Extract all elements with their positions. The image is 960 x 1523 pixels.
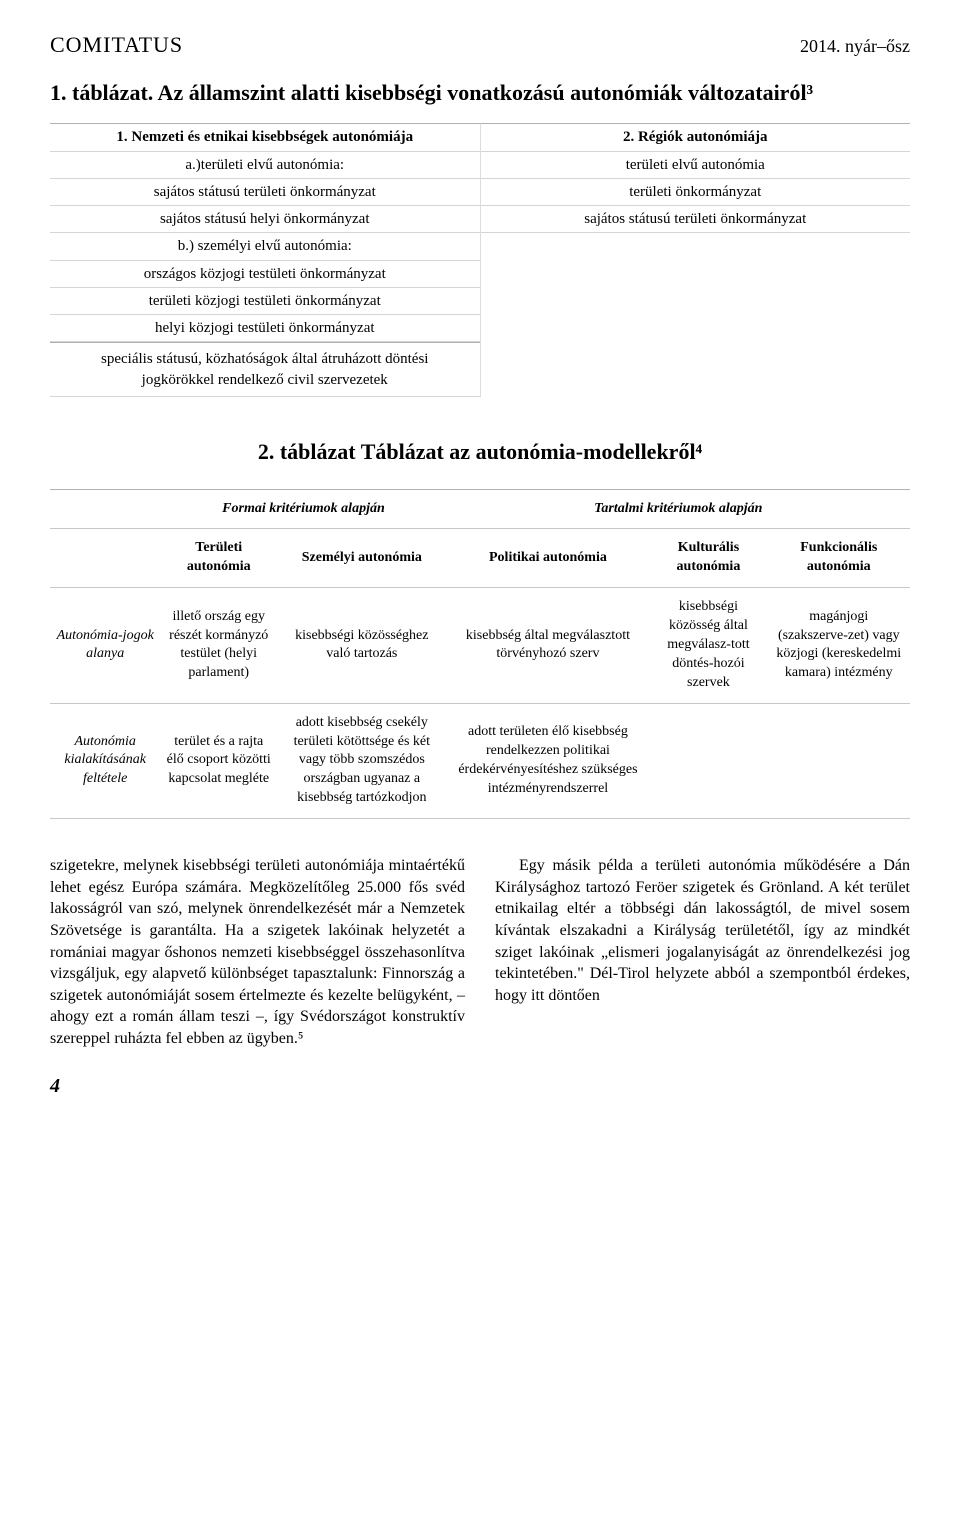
table2-r2c2: adott kisebbség csekély területi kötötts… xyxy=(277,703,446,818)
table1-right-r3: sajátos státusú területi önkormányzat xyxy=(481,206,911,233)
journal-name: COMITATUS xyxy=(50,30,183,60)
table2-row1-label: Autonómia-jogok alanya xyxy=(50,588,160,703)
body-paragraph-1: szigetekre, melynek kisebbségi területi … xyxy=(50,855,465,1049)
table2-top-right: Tartalmi kritériumok alapján xyxy=(447,489,910,529)
table1-title: 1. táblázat. Az államszint alatti kisebb… xyxy=(50,78,910,108)
table2-r2c4 xyxy=(649,703,767,818)
table2-r1c4: kisebbségi közösség által megválasz-tott… xyxy=(649,588,767,703)
table2-col5: Funkcionális autonómia xyxy=(768,529,910,588)
table-row: Autonómia-jogok alanya illető ország egy… xyxy=(50,588,910,703)
table2-col4: Kulturális autonómia xyxy=(649,529,767,588)
table-row: Területi autonómia Személyi autonómia Po… xyxy=(50,529,910,588)
table1-left-b-head: b.) személyi elvű autonómia: xyxy=(50,233,480,260)
table2-r1c3: kisebbség által megválasztott törvényhoz… xyxy=(447,588,650,703)
table1-right-r2: területi önkormányzat xyxy=(481,179,911,206)
table2-col3: Politikai autonómia xyxy=(447,529,650,588)
table2-title: 2. táblázat Táblázat az autonómia-modell… xyxy=(50,437,910,467)
body-text-columns: szigetekre, melynek kisebbségi területi … xyxy=(50,855,910,1049)
table1-left-special: speciális státusú, közhatóságok által át… xyxy=(50,342,480,397)
table2-r2c1: terület és a rajta élő csoport közötti k… xyxy=(160,703,277,818)
page-number: 4 xyxy=(50,1073,910,1100)
table2-r1c2: kisebbségi közösséghez való tartozás xyxy=(277,588,446,703)
table1-left-b2: területi közjogi testületi önkormányzat xyxy=(50,288,480,315)
table2: Formai kritériumok alapján Tartalmi krit… xyxy=(50,489,910,820)
table2-blank xyxy=(50,529,160,588)
table1-left-a1: sajátos státusú területi önkormányzat xyxy=(50,179,480,206)
table2-r1c1: illető ország egy részét kormányzó testü… xyxy=(160,588,277,703)
table2-blank-corner xyxy=(50,489,160,529)
table2-r2c3: adott területen élő kisebbség rendelkezz… xyxy=(447,703,650,818)
journal-issue: 2014. nyár–ősz xyxy=(800,34,910,58)
page-header: COMITATUS 2014. nyár–ősz xyxy=(50,30,910,60)
table2-col1: Területi autonómia xyxy=(160,529,277,588)
body-paragraph-2: Egy másik példa a területi autonómia műk… xyxy=(495,855,910,1006)
table-row: Formai kritériumok alapján Tartalmi krit… xyxy=(50,489,910,529)
table1-left-a-head: a.)területi elvű autonómia: xyxy=(50,152,480,179)
table2-r1c5: magánjogi (szakszerve-zet) vagy közjogi … xyxy=(768,588,910,703)
table1-left-col: 1. Nemzeti és etnikai kisebbségek autonó… xyxy=(50,123,481,397)
table2-top-left: Formai kritériumok alapján xyxy=(160,489,446,529)
table1-left-b3: helyi közjogi testületi önkormányzat xyxy=(50,315,480,342)
table1-left-a2: sajátos státusú helyi önkormányzat xyxy=(50,206,480,233)
table2-row2-label: Autonómia kialakításának feltétele xyxy=(50,703,160,818)
table1-right-col: 2. Régiók autonómiája területi elvű auto… xyxy=(481,123,911,397)
table1-right-head: 2. Régiók autonómiája xyxy=(481,124,911,151)
table1-right-r1: területi elvű autonómia xyxy=(481,152,911,179)
table1-left-head: 1. Nemzeti és etnikai kisebbségek autonó… xyxy=(50,124,480,151)
table1: 1. Nemzeti és etnikai kisebbségek autonó… xyxy=(50,123,910,397)
table-row: Autonómia kialakításának feltétele terül… xyxy=(50,703,910,818)
table1-left-b1: országos közjogi testületi önkormányzat xyxy=(50,261,480,288)
table2-r2c5 xyxy=(768,703,910,818)
table2-col2: Személyi autonómia xyxy=(277,529,446,588)
